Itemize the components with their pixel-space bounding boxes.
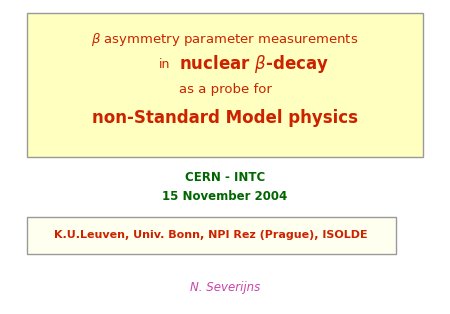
Text: CERN - INTC: CERN - INTC: [185, 171, 265, 184]
Text: as a probe for: as a probe for: [179, 83, 271, 96]
Text: 15 November 2004: 15 November 2004: [162, 190, 288, 203]
Text: non-Standard Model physics: non-Standard Model physics: [92, 109, 358, 127]
FancyBboxPatch shape: [27, 13, 423, 157]
Text: nuclear $\beta$-decay: nuclear $\beta$-decay: [179, 53, 329, 75]
Text: K.U.Leuven, Univ. Bonn, NPI Rez (Prague), ISOLDE: K.U.Leuven, Univ. Bonn, NPI Rez (Prague)…: [54, 230, 368, 241]
FancyBboxPatch shape: [27, 217, 396, 254]
Text: $\beta$ asymmetry parameter measurements: $\beta$ asymmetry parameter measurements: [91, 31, 359, 48]
Text: N. Severijns: N. Severijns: [190, 281, 260, 294]
Text: in: in: [158, 58, 170, 71]
